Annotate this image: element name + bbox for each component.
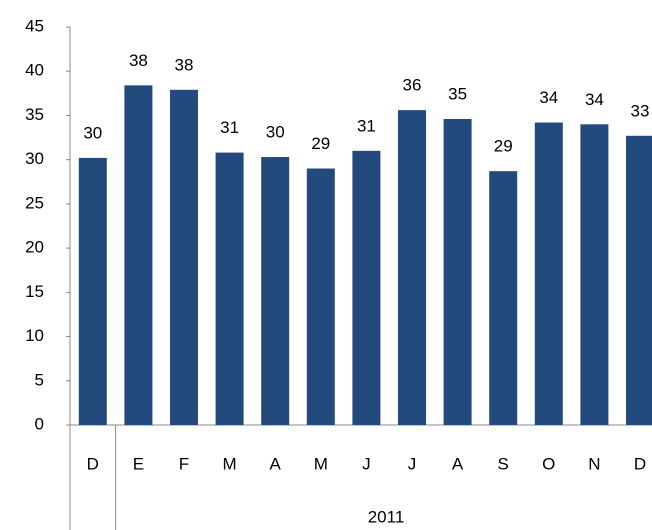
y-tick-label: 15	[25, 282, 44, 301]
bar	[124, 85, 153, 425]
group-label: 2011	[368, 507, 405, 526]
x-tick-label: M	[223, 454, 237, 473]
x-tick-label: A	[270, 454, 282, 473]
x-tick-label: E	[133, 454, 144, 473]
bar	[306, 168, 335, 425]
value-label: 31	[357, 116, 376, 135]
x-tick-label: N	[588, 454, 600, 473]
value-label: 31	[220, 118, 239, 137]
value-label: 35	[448, 84, 467, 103]
x-tick-label: D	[87, 454, 99, 473]
bar	[215, 152, 244, 425]
bar	[170, 89, 198, 425]
y-tick-label: 40	[25, 61, 44, 80]
value-label: 34	[585, 90, 604, 109]
y-tick-label: 30	[25, 149, 44, 168]
value-label: 29	[311, 134, 330, 153]
bar	[398, 110, 426, 425]
y-tick-label: 20	[25, 238, 44, 257]
x-tick-label: A	[452, 454, 464, 473]
bar	[580, 124, 609, 426]
value-label: 38	[175, 55, 194, 74]
y-tick-label: 25	[25, 193, 44, 212]
y-tick-label: 35	[25, 105, 44, 124]
bar	[489, 171, 518, 425]
bar	[534, 122, 563, 426]
x-tick-label: F	[179, 454, 189, 473]
bar	[261, 157, 290, 425]
x-tick-label: D	[634, 454, 646, 473]
value-label: 38	[129, 51, 148, 70]
bar	[352, 150, 381, 426]
y-tick-label: 45	[25, 16, 44, 35]
bar	[626, 135, 652, 425]
x-tick-label: J	[362, 454, 371, 473]
y-tick-label: 0	[35, 414, 44, 433]
y-tick-label: 10	[25, 326, 44, 345]
bar	[443, 118, 472, 425]
x-tick-label: M	[314, 454, 328, 473]
value-label: 30	[266, 122, 285, 141]
bar	[78, 157, 107, 426]
x-tick-label: S	[498, 454, 509, 473]
x-tick-label: O	[542, 454, 555, 473]
value-label: 29	[494, 137, 513, 156]
x-tick-label: J	[408, 454, 417, 473]
value-label: 30	[83, 123, 102, 142]
value-label: 33	[631, 101, 650, 120]
y-tick-label: 5	[35, 370, 44, 389]
value-label: 36	[403, 76, 422, 95]
value-label: 34	[539, 88, 558, 107]
